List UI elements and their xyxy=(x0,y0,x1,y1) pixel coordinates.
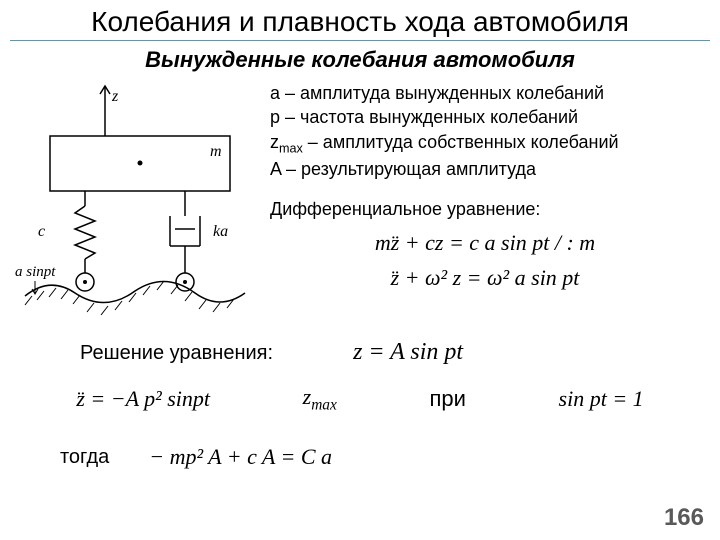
title-bar: Колебания и плавность хода автомобиля xyxy=(0,0,720,43)
def-zmax: zmax – амплитуда собственных колебаний xyxy=(270,130,700,158)
page-number: 166 xyxy=(664,504,704,532)
solution-eq: z = A sin pt xyxy=(353,339,463,366)
equation-1: mz̈ + cz = c a sin pt / : m xyxy=(270,228,700,258)
diagram-svg: z m c kа xyxy=(10,81,260,331)
label-pri: при xyxy=(429,386,465,412)
final-row: тогда − mp² A + c A = C a xyxy=(0,444,720,470)
zmax-sub: max xyxy=(279,141,303,155)
equation-2: z̈ + ω² z = ω² a sin pt xyxy=(270,263,700,293)
eq-zmax-pre: z xyxy=(303,384,312,409)
content-row-1: z m c kа xyxy=(0,81,720,331)
solution-label: Решение уравнения: xyxy=(80,342,273,365)
label-c: c xyxy=(38,223,45,240)
subtitle: Вынужденные колебания автомобиля xyxy=(0,47,720,73)
eq-zmax-sub: max xyxy=(311,396,337,413)
title-underline xyxy=(10,40,710,41)
diff-eq-label: Дифференциальное уравнение: xyxy=(270,197,700,221)
oscillation-diagram: z m c kа xyxy=(10,81,260,331)
zmax-post: – амплитуда собственных колебаний xyxy=(303,132,619,152)
definitions-block: a – амплитуда вынужденных колебаний p – … xyxy=(260,81,700,331)
label-ka: kа xyxy=(213,223,228,240)
label-togda: тогда xyxy=(60,446,109,469)
zmax-pre: z xyxy=(270,132,279,152)
label-z: z xyxy=(111,88,119,105)
eq-zdd: z̈ = −A p² sinpt xyxy=(76,386,210,412)
eq-sinpt1: sin pt = 1 xyxy=(559,386,644,412)
def-A: A – результирующая амплитуда xyxy=(270,157,700,181)
equation-row: z̈ = −A p² sinpt zmax при sin pt = 1 xyxy=(0,384,720,414)
eq-final: − mp² A + c A = C a xyxy=(149,444,332,470)
label-asinpt: a sinpt xyxy=(15,264,56,280)
def-p: p – частота вынужденных колебаний xyxy=(270,105,700,129)
def-a: a – амплитуда вынужденных колебаний xyxy=(270,81,700,105)
page-title: Колебания и плавность хода автомобиля xyxy=(10,6,710,38)
eq-zmax: zmax xyxy=(303,384,337,414)
label-m: m xyxy=(210,143,222,160)
